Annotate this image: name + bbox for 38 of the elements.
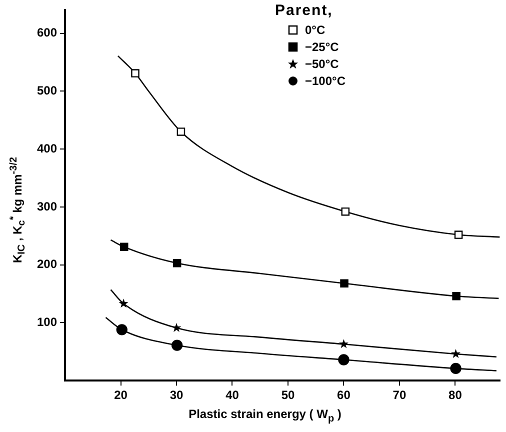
x-axis-title: Plastic strain energy ( W$_{p}$ ) xyxy=(188,407,342,424)
point xyxy=(118,298,128,308)
legend-title: Parent, xyxy=(275,2,334,19)
y-tick-label: 400 xyxy=(36,141,58,156)
point xyxy=(172,322,182,332)
x-tick-label: 60 xyxy=(337,388,351,402)
point xyxy=(451,348,461,358)
y-tick-label: 100 xyxy=(36,315,58,330)
point xyxy=(338,339,348,348)
x-tick-label: 80 xyxy=(448,388,462,402)
y-tick-label: 300 xyxy=(36,199,58,214)
point xyxy=(131,69,140,78)
y-tick-label: 600 xyxy=(36,26,58,40)
line-series xyxy=(110,239,500,300)
x-tick-label: 70 xyxy=(392,388,406,402)
y-tick-label: 500 xyxy=(36,84,58,98)
x-tick-label: 50 xyxy=(281,388,295,402)
legend-label: −50°C xyxy=(305,56,339,70)
point xyxy=(338,354,350,366)
point xyxy=(172,258,182,268)
y-tick-label: 200 xyxy=(36,257,58,272)
point xyxy=(452,292,460,300)
point xyxy=(176,128,186,136)
point xyxy=(450,362,462,374)
point xyxy=(120,242,128,252)
x-tick-label: 20 xyxy=(114,388,128,402)
point xyxy=(340,279,348,288)
legend-label: −100°C xyxy=(305,74,346,88)
legend-label: −25°C xyxy=(305,40,339,54)
line-series xyxy=(117,55,500,238)
legend-label: 0°C xyxy=(305,22,326,36)
point xyxy=(454,230,463,239)
line-series xyxy=(110,289,498,358)
point xyxy=(171,340,183,351)
x-tick-label: 30 xyxy=(170,388,184,402)
point xyxy=(116,324,128,336)
x-tick-label: 40 xyxy=(226,388,240,402)
point xyxy=(341,207,350,216)
